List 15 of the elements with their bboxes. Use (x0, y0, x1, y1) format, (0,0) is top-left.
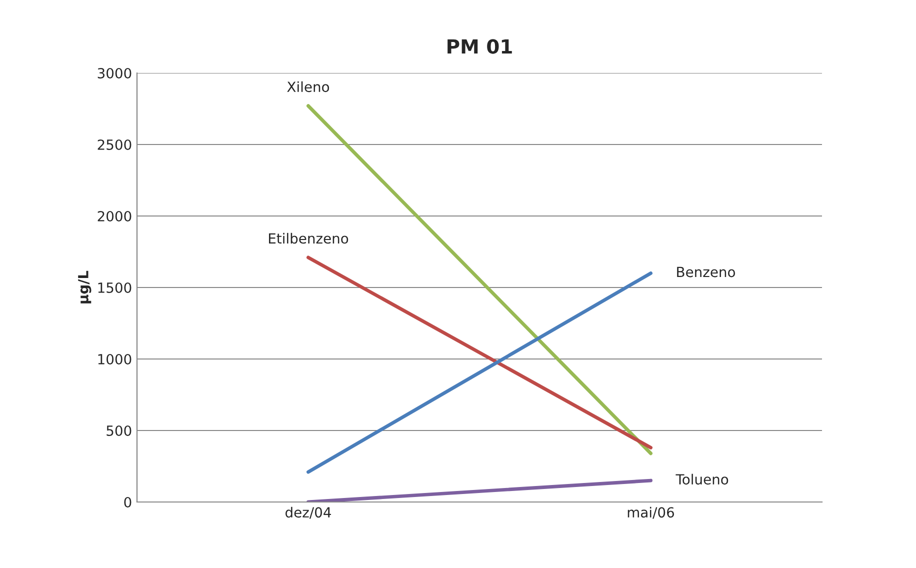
series-label: Benzeno (677, 266, 735, 278)
y-axis-title: µg/L (78, 270, 92, 304)
series-label: Etilbenzeno (268, 232, 348, 244)
y-tick-label: 0 (124, 496, 132, 508)
series-label: Tolueno (676, 474, 728, 485)
series-label: Xileno (287, 81, 330, 92)
chart-title: PM 01 (448, 39, 512, 54)
y-tick-label: 1500 (98, 282, 132, 293)
y-tick-label: 2000 (98, 210, 132, 222)
x-tick-label: dez/04 (286, 506, 331, 519)
x-tick-label: mai/06 (628, 506, 674, 519)
y-tick-label: 500 (106, 425, 132, 436)
y-tick-label: 1000 (98, 354, 132, 364)
y-tick-label: 2500 (98, 139, 132, 150)
y-tick-label: 3000 (98, 68, 132, 78)
